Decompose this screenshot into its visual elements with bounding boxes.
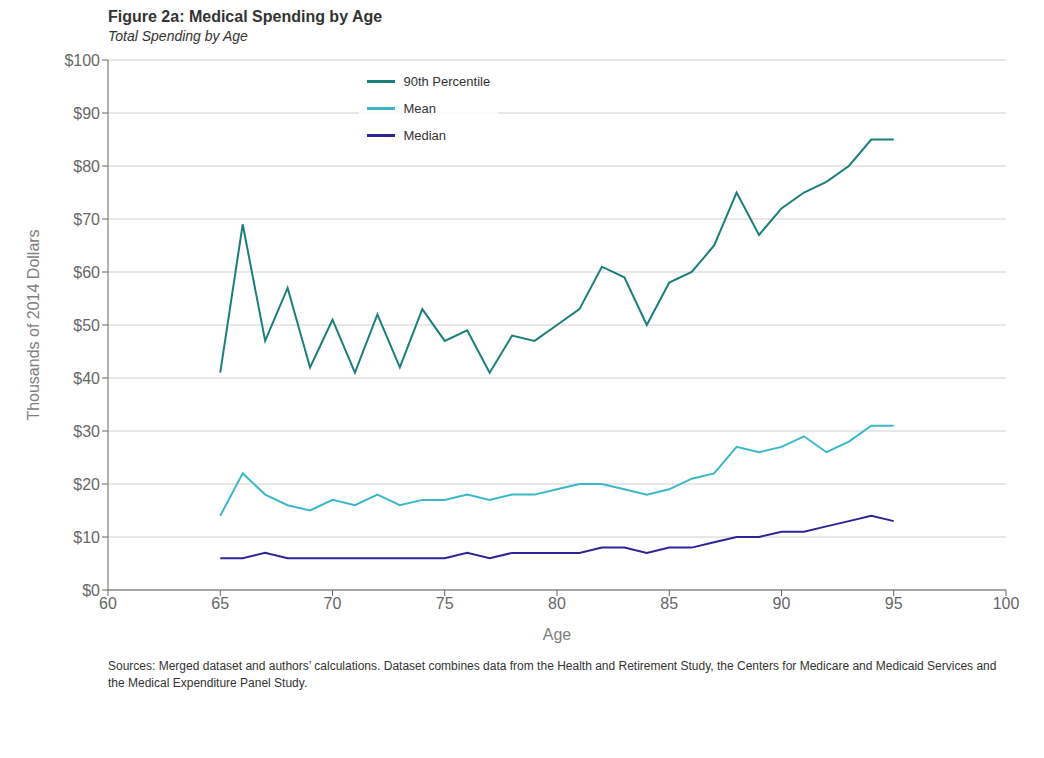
svg-text:$40: $40 xyxy=(73,370,100,387)
svg-text:90: 90 xyxy=(773,595,791,612)
svg-text:$50: $50 xyxy=(73,317,100,334)
svg-text:60: 60 xyxy=(99,595,117,612)
svg-text:$0: $0 xyxy=(82,582,100,599)
html-text:90th Percentile: 90th Percentile xyxy=(403,74,491,89)
svg-text:Thousands of 2014 Dollars: Thousands of 2014 Dollars xyxy=(25,229,42,420)
svg-text:85: 85 xyxy=(660,595,678,612)
svg-text:75: 75 xyxy=(436,595,454,612)
html-text:Total Spending by Age: Total Spending by Age xyxy=(108,28,248,44)
svg-text:$70: $70 xyxy=(73,211,100,228)
svg-text:65: 65 xyxy=(211,595,229,612)
svg-text:$60: $60 xyxy=(73,264,100,281)
svg-text:70: 70 xyxy=(324,595,342,612)
svg-text:$30: $30 xyxy=(73,423,100,440)
svg-text:$80: $80 xyxy=(73,158,100,175)
html-text:Median: Median xyxy=(403,128,447,143)
html-text:Figure 2a: Medical Spending by: Figure 2a: Medical Spending by Age xyxy=(108,8,383,25)
svg-text:$20: $20 xyxy=(73,476,100,493)
svg-text:$90: $90 xyxy=(73,105,100,122)
html-text:Sources: Merged dataset and au: Sources: Merged dataset and authors’ cal… xyxy=(108,659,997,690)
svg-text:$10: $10 xyxy=(73,529,100,546)
svg-text:95: 95 xyxy=(885,595,903,612)
svg-text:80: 80 xyxy=(548,595,566,612)
svg-text:Age: Age xyxy=(543,626,572,643)
html-text:Mean: Mean xyxy=(403,101,436,116)
svg-text:100: 100 xyxy=(993,595,1020,612)
svg-text:$100: $100 xyxy=(64,52,100,69)
